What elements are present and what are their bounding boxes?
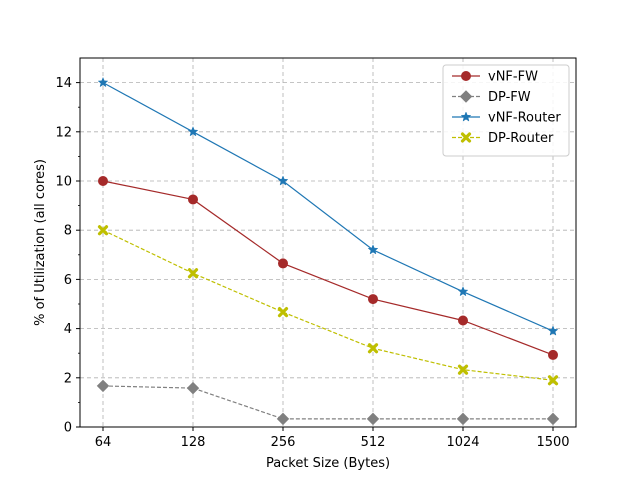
x-tick-label: 1500 (536, 435, 569, 450)
legend-label: vNF-Router (488, 111, 561, 126)
x-tick-label: 256 (271, 435, 296, 450)
data-point (96, 379, 110, 393)
legend-marker (459, 90, 473, 103)
plot-frame (79, 57, 577, 428)
y-tick-label: 0 (64, 421, 72, 436)
x-tick-label: 128 (181, 435, 206, 450)
data-point (97, 76, 109, 88)
data-point (188, 194, 198, 205)
data-point (276, 412, 290, 426)
data-point (187, 126, 199, 137)
legend-item: DP-FW (452, 90, 531, 105)
series-line (102, 385, 553, 420)
y-tick-label: 10 (55, 175, 72, 190)
legend-label: DP-Router (488, 131, 554, 146)
data-point (367, 244, 379, 255)
legend: vNF-FW DP-FW vNF-Router DP-Router (442, 64, 570, 157)
y-tick-label: 2 (64, 371, 72, 386)
data-point (457, 364, 469, 375)
legend-marker (460, 111, 472, 122)
legend-label: DP-FW (488, 90, 531, 105)
series-line (102, 180, 554, 356)
legend-item: vNF-FW (452, 70, 538, 85)
legend-item: vNF-Router (452, 111, 561, 126)
data-point (98, 176, 108, 186)
data-point (97, 225, 109, 236)
y-tick-label: 12 (55, 125, 72, 140)
series-vnf-router (97, 76, 559, 336)
data-point (458, 315, 468, 326)
legend-marker (460, 132, 472, 143)
data-point (186, 381, 200, 395)
data-point (457, 286, 469, 297)
x-tick-label: 1024 (446, 435, 479, 450)
data-point (547, 375, 559, 386)
y-axis-label: % of Utilization (all cores) (33, 159, 48, 326)
data-point (547, 325, 559, 336)
y-tick-label: 6 (64, 273, 72, 288)
series-vnf-fw (98, 176, 558, 360)
data-point (456, 412, 470, 426)
y-tick-label: 8 (64, 224, 72, 239)
series-line (102, 82, 554, 332)
data-point (368, 294, 378, 305)
legend-box (442, 64, 570, 157)
legend-marker (461, 71, 471, 81)
data-point (278, 258, 288, 269)
x-tick-label: 64 (95, 435, 112, 450)
series-layer (96, 76, 560, 426)
x-tick-label: 512 (361, 435, 386, 450)
legend-label: vNF-FW (488, 70, 538, 85)
series-dp-router (97, 225, 559, 386)
data-point (546, 412, 560, 426)
data-point (277, 175, 289, 186)
data-point (277, 307, 289, 318)
series-dp-fw (96, 379, 560, 426)
data-point (548, 349, 558, 360)
data-point (366, 412, 380, 426)
legend-item: DP-Router (452, 131, 554, 146)
y-tick-label: 4 (64, 322, 72, 337)
x-axis-label: Packet Size (Bytes) (266, 456, 390, 471)
data-point (367, 343, 379, 354)
y-tick-label: 14 (55, 76, 72, 91)
ticks: 64 128 256 512 1024 1500 0 2 4 6 8 10 12 14 (55, 76, 569, 450)
series-line (102, 229, 554, 381)
data-point (187, 268, 199, 279)
